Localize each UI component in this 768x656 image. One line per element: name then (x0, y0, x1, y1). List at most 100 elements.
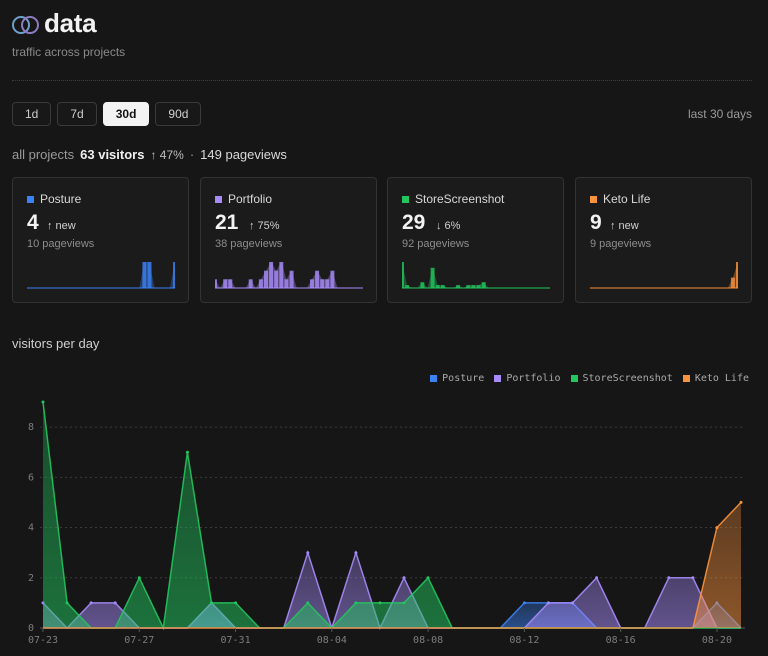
project-card-keto-life[interactable]: Keto Life 9 ↑ new 9 pageviews (575, 177, 752, 303)
color-swatch (590, 195, 597, 203)
color-swatch (402, 195, 409, 203)
sparkline-bar (402, 262, 404, 288)
sparkline-bar (736, 262, 738, 288)
sparkline-bar (173, 262, 175, 288)
sparkline-bar (320, 279, 325, 288)
y-tick-label: 4 (28, 523, 34, 534)
data-point (522, 601, 526, 605)
sparkline-bar (435, 285, 440, 288)
series-area-storescreenshot (43, 402, 741, 628)
data-point (571, 601, 574, 605)
project-visitors: 29 (402, 211, 426, 234)
project-name-row: Posture (27, 192, 81, 206)
legend-label: StoreScreenshot (582, 373, 673, 384)
sparkline-bar (481, 282, 486, 288)
summary-separator: · (189, 147, 195, 162)
project-pageviews: 38 pageviews (215, 238, 283, 250)
summary-visitors: 63 visitors (80, 147, 145, 162)
legend-swatch (682, 375, 690, 382)
sparkline-bar (147, 262, 152, 288)
sparkline-bar (430, 267, 435, 288)
project-card-storescreenshot[interactable]: StoreScreenshot 29 ↓ 6% 92 pageviews (387, 177, 564, 303)
range-caption: last 30 days (687, 107, 752, 121)
sparkline-area (215, 262, 363, 288)
project-change: ↓ 6% (436, 220, 461, 232)
legend-swatch (430, 375, 438, 382)
sparkline-bar (258, 279, 263, 288)
sparkline-bar (215, 279, 217, 288)
summary-delta: ↑ 47% (150, 148, 184, 162)
project-name: Portfolio (228, 192, 273, 206)
sparkline-bar (279, 262, 284, 288)
x-tick-label: 07-31 (220, 635, 250, 646)
data-point (595, 576, 599, 580)
project-name: Keto Life (603, 192, 651, 206)
legend-swatch (570, 375, 578, 382)
sparkline-bar (420, 282, 425, 288)
series-line-keto-life (43, 501, 742, 629)
sparkline (215, 262, 363, 289)
sparkline-area (590, 262, 738, 288)
range-button-90d[interactable]: 90d (155, 102, 202, 126)
data-point (715, 526, 719, 530)
sparkline-bar (142, 262, 147, 288)
legend-label: Posture (442, 373, 485, 384)
legend-item-posture[interactable]: Posture (430, 373, 484, 384)
y-tick-label: 0 (28, 623, 34, 634)
data-point (234, 601, 238, 605)
sparkline-bar (228, 279, 233, 288)
range-selector: 1d 7d 30d 90d (12, 102, 202, 126)
sparkline (27, 262, 175, 289)
legend-item-keto-life[interactable]: Keto Life (682, 373, 749, 384)
data-point (402, 576, 406, 580)
project-visitors: 9 (590, 211, 602, 234)
sparkline-bar (284, 279, 289, 288)
section-title: visitors per day (12, 336, 100, 351)
logo-icon (12, 14, 39, 34)
data-point (667, 576, 671, 580)
legend-label: Keto Life (694, 373, 749, 384)
data-point (402, 601, 406, 605)
data-point (354, 601, 358, 605)
project-name-row: Keto Life (590, 192, 650, 206)
y-tick-label: 2 (28, 573, 34, 584)
range-button-30d[interactable]: 30d (102, 102, 150, 126)
summary-label: all projects (12, 147, 75, 162)
data-point (378, 601, 382, 605)
data-point (137, 576, 141, 580)
project-change: ↑ new (610, 220, 639, 232)
data-point (185, 450, 189, 454)
project-change: ↑ 75% (249, 220, 280, 232)
data-point (739, 500, 743, 504)
x-tick-label: 08-20 (702, 635, 732, 646)
sparkline-bar (274, 270, 279, 288)
legend-item-storescreenshot[interactable]: StoreScreenshot (570, 373, 673, 384)
sparkline-bar (405, 285, 410, 288)
x-tick-label: 08-08 (413, 635, 443, 646)
data-point (89, 601, 93, 605)
project-pageviews: 10 pageviews (27, 238, 95, 250)
sparkline-bar (456, 285, 461, 288)
project-card-portfolio[interactable]: Portfolio 21 ↑ 75% 38 pageviews (200, 177, 377, 303)
app-header: data (12, 8, 97, 39)
data-point (210, 601, 213, 605)
range-button-1d[interactable]: 1d (12, 102, 52, 126)
x-tick-label: 08-16 (606, 635, 636, 646)
y-tick-label: 6 (28, 472, 34, 483)
project-name-row: StoreScreenshot (402, 192, 504, 206)
color-swatch (215, 195, 222, 203)
chart-legend: Posture Portfolio StoreScreenshot Keto L… (430, 373, 749, 384)
y-tick-label: 8 (28, 422, 34, 433)
x-tick-label: 07-23 (28, 635, 58, 646)
project-pageviews: 9 pageviews (590, 238, 652, 250)
legend-item-portfolio[interactable]: Portfolio (494, 373, 561, 384)
legend-swatch (494, 375, 502, 382)
data-point (306, 551, 310, 555)
data-point (546, 601, 550, 605)
color-swatch (27, 195, 34, 203)
sparkline-area (27, 262, 175, 288)
range-button-7d[interactable]: 7d (57, 102, 97, 126)
series-line-storescreenshot (42, 401, 741, 631)
project-card-posture[interactable]: Posture 4 ↑ new 10 pageviews (12, 177, 189, 303)
project-name: StoreScreenshot (415, 192, 505, 206)
